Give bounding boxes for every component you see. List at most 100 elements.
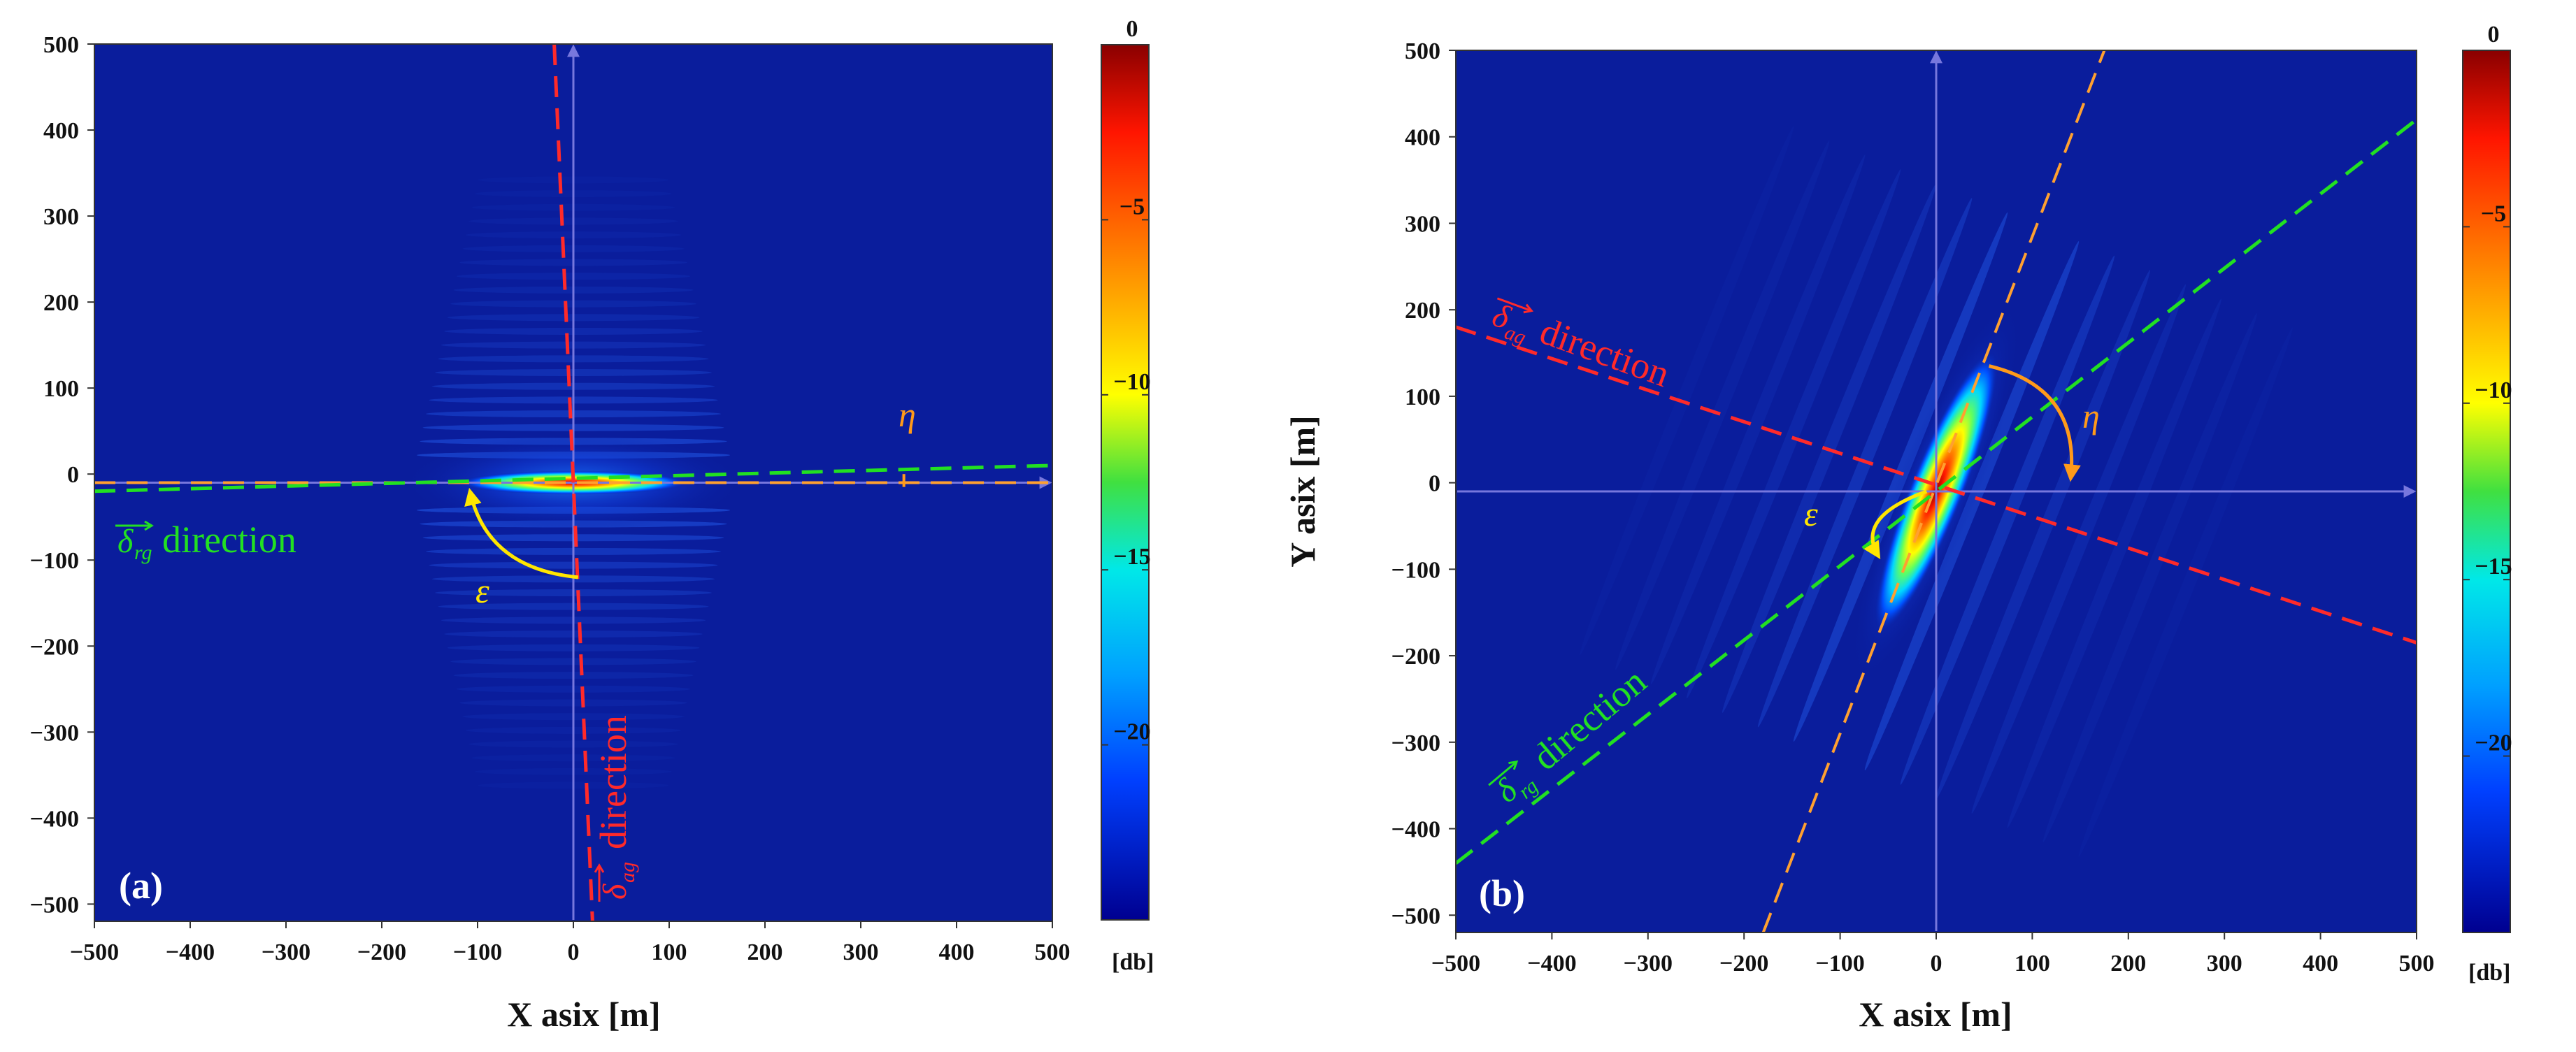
colorbar-tick-label: −5 bbox=[1119, 194, 1145, 219]
x-tick-label: 200 bbox=[747, 939, 783, 965]
y-tick-label: −200 bbox=[1391, 644, 1440, 670]
y-tick-label: −100 bbox=[30, 548, 79, 574]
x-axis-title-b: X asix [m] bbox=[1859, 995, 2012, 1034]
eta-label-b: η bbox=[2082, 396, 2100, 435]
y-tick-label: −300 bbox=[1391, 730, 1440, 756]
colorbar-unit-a: [db] bbox=[1112, 949, 1154, 975]
x-tick-label: 300 bbox=[2207, 951, 2242, 977]
y-tick-label: −500 bbox=[30, 892, 79, 918]
colorbar-unit-b: [db] bbox=[2468, 960, 2510, 986]
y-tick-label: −100 bbox=[1391, 557, 1440, 583]
colorbar-tick-label: −15 bbox=[2475, 554, 2512, 579]
panel-label-b: (b) bbox=[1479, 872, 1525, 914]
colorbar-b: 0 −5 −10 −15 −20 [db] bbox=[2462, 22, 2512, 986]
y-tick-label: 400 bbox=[43, 118, 79, 144]
epsilon-arrow-a bbox=[464, 487, 579, 579]
y-axis-title-b: Y asix [m] bbox=[1283, 415, 1322, 568]
colorbar-tick-label: −20 bbox=[1113, 719, 1150, 745]
delta-symbol-rg-a: δ bbox=[117, 523, 134, 560]
y-tick-label: 300 bbox=[1405, 211, 1440, 237]
y-tick-label: −400 bbox=[30, 806, 79, 832]
colorbar-tick-label: 0 bbox=[1126, 16, 1138, 42]
sidelobe-stripe bbox=[1900, 255, 2115, 785]
y-tick-label: 300 bbox=[43, 204, 79, 230]
direction-text-rg-a: direction bbox=[162, 519, 296, 561]
y-tick-label: 0 bbox=[1429, 471, 1440, 497]
x-tick-label: 0 bbox=[1931, 951, 1942, 977]
x-tick-label: 100 bbox=[2015, 951, 2050, 977]
x-ticks-a: −500 −400 −300 −200 −100 0 100 200 300 400 500 bbox=[70, 921, 1071, 965]
range-direction-label-a: δ rg direction bbox=[115, 519, 296, 564]
eta-label-a: η bbox=[899, 395, 916, 434]
y-tick-label: −400 bbox=[1391, 817, 1440, 843]
sidelobe-stripe bbox=[1615, 140, 1830, 670]
y-tick-label: 400 bbox=[1405, 125, 1440, 151]
colorbar-tick-label: 0 bbox=[2488, 22, 2500, 48]
delta-symbol-ag-a: δ bbox=[596, 884, 634, 900]
eta-arrow-b bbox=[1988, 364, 2081, 482]
x-ticks-b: −500 −400 −300 −200 −100 0 100 200 300 400 500 bbox=[1431, 932, 2435, 977]
range-direction-line-b bbox=[1456, 118, 2417, 865]
x-tick-label: 0 bbox=[568, 939, 580, 965]
y-tick-label: 100 bbox=[43, 376, 79, 402]
colorbar-tick-label: −15 bbox=[1113, 544, 1150, 570]
epsilon-label-a: ε bbox=[475, 571, 489, 610]
vector-arrowhead-ag-b bbox=[1523, 303, 1534, 314]
x-tick-label: 400 bbox=[939, 939, 975, 965]
azimuth-direction-line-b bbox=[1456, 325, 2417, 644]
vector-arrowhead-rg-a bbox=[144, 520, 154, 531]
epsilon-arrow-b bbox=[1863, 489, 1928, 560]
panel-a: −500 −400 −300 −200 −100 0 100 200 300 400 500 500… bbox=[30, 32, 1071, 1034]
colorbar-tick-label: −5 bbox=[2481, 201, 2506, 226]
y-tick-label: −300 bbox=[30, 720, 79, 746]
vector-bar-ag-b bbox=[1496, 297, 1531, 312]
colorbar-ticks-a: 0 −5 −10 −15 −20 bbox=[1101, 16, 1151, 746]
sidelobe-stripe bbox=[1580, 126, 1794, 656]
x-tick-label: −400 bbox=[1527, 951, 1576, 977]
sidelobe-stripe bbox=[2007, 298, 2221, 828]
x-tick-label: 300 bbox=[843, 939, 879, 965]
x-tick-label: −200 bbox=[1719, 951, 1768, 977]
x-tick-label: 500 bbox=[2399, 951, 2435, 977]
azimuth-direction-label-a: δ ag direction bbox=[592, 715, 639, 902]
colorbar-gradient-a bbox=[1101, 44, 1150, 921]
panel-b: −500 −400 −300 −200 −100 0 100 200 300 400 500 500… bbox=[1283, 38, 2435, 1034]
vector-arrowhead-rg-b bbox=[1508, 760, 1519, 770]
y-ticks-b: 500 400 300 200 100 0 −100 −200 −300 −400 −500 bbox=[1391, 38, 1456, 929]
colorbar-tick-label: −10 bbox=[1113, 369, 1150, 395]
y-tick-label: −500 bbox=[1391, 903, 1440, 929]
delta-subscript-rg-a: rg bbox=[134, 541, 152, 564]
x-axis-title-a: X asix [m] bbox=[507, 995, 660, 1034]
sidelobe-stripe bbox=[1686, 169, 1901, 699]
colorbar-gradient-b bbox=[2462, 50, 2511, 933]
y-tick-label: −200 bbox=[30, 634, 79, 660]
x-tick-label: −500 bbox=[70, 939, 119, 965]
y-ticks-a: 500 400 300 200 100 0 −100 −200 −300 −400 −500 bbox=[30, 32, 94, 918]
x-tick-label: 400 bbox=[2303, 951, 2338, 977]
y-tick-label: 0 bbox=[67, 462, 79, 488]
sidelobe-stripe bbox=[2078, 327, 2293, 857]
orange-axis-line-b bbox=[1761, 50, 2106, 932]
direction-text-ag-a: direction bbox=[592, 715, 634, 849]
sidelobe-stripe bbox=[2042, 312, 2257, 843]
x-tick-label: 100 bbox=[652, 939, 687, 965]
x-tick-label: 500 bbox=[1035, 939, 1071, 965]
x-tick-label: −500 bbox=[1431, 951, 1480, 977]
colorbar-tick-label: −10 bbox=[2475, 377, 2512, 403]
colorbar-ticks-b: 0 −5 −10 −15 −20 bbox=[2463, 22, 2512, 757]
y-tick-label: 200 bbox=[43, 290, 79, 316]
epsilon-label-b: ε bbox=[1804, 494, 1818, 533]
y-tick-label: 200 bbox=[1405, 298, 1440, 324]
x-tick-label: −100 bbox=[1815, 951, 1864, 977]
delta-subscript-ag-a: ag bbox=[616, 862, 639, 883]
vector-arrowhead-ag-a bbox=[594, 863, 605, 873]
x-tick-label: −100 bbox=[453, 939, 502, 965]
colorbar-tick-label: −20 bbox=[2475, 730, 2512, 756]
sidelobe-stripe bbox=[1651, 154, 1866, 684]
azimuth-direction-line-a bbox=[552, 44, 594, 921]
colorbar-a: 0 −5 −10 −15 −20 [db] bbox=[1101, 16, 1154, 975]
y-tick-label: 500 bbox=[43, 32, 79, 58]
panel-label-a: (a) bbox=[119, 865, 163, 907]
y-tick-label: 100 bbox=[1405, 384, 1440, 410]
